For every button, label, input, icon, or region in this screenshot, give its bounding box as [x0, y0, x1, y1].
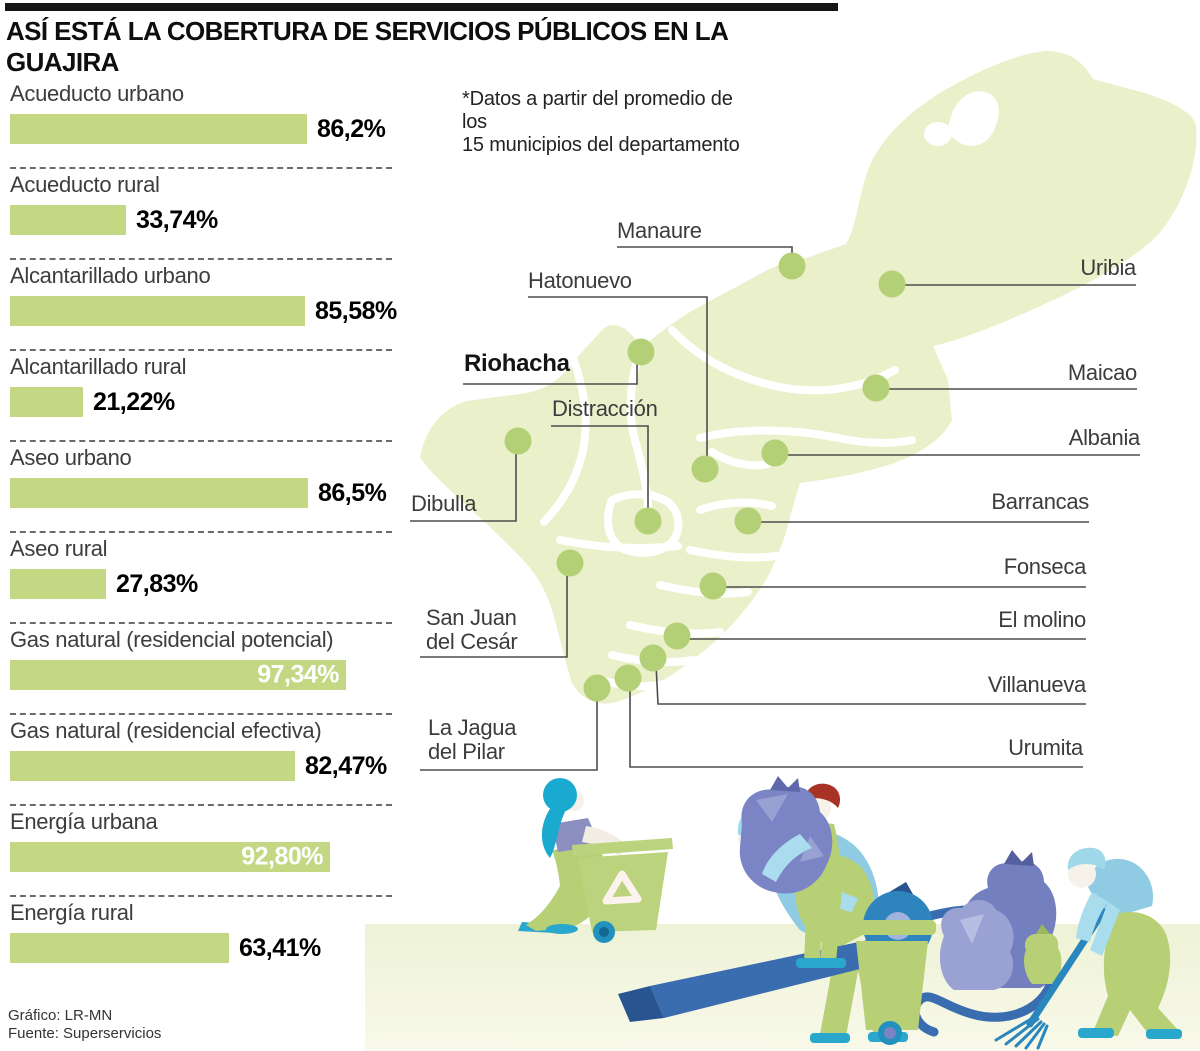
callout-line-villanueva — [655, 663, 1086, 705]
municipality-dot-villanueva — [639, 644, 667, 672]
chart-row-label: Energía rural — [10, 900, 134, 925]
bar-value: 92,80% — [241, 842, 323, 871]
trash-bag-worker-icon — [739, 776, 846, 968]
municipality-dot-riohacha — [627, 338, 655, 366]
cleaning-illustration — [365, 776, 1200, 1051]
coverage-chart: Acueducto urbano 86,2% Acueducto rural 33,7… — [10, 78, 397, 988]
chart-row: Alcantarillado rural 21,22% — [10, 351, 392, 442]
bar-value: 21,22% — [93, 387, 175, 416]
note: *Datos a partir del promedio de los 15 m… — [462, 88, 740, 156]
bar: 92,80% — [10, 842, 330, 872]
footer-source: Fuente: Superservicios — [8, 1025, 162, 1042]
chart-row: Energía rural 63,41% — [10, 897, 392, 988]
municipality-dot-san-juan-del-cesar — [556, 549, 584, 577]
municipality-dot-manaure — [778, 252, 806, 280]
municipality-dot-urumita — [614, 664, 642, 692]
chart-row: Acueducto urbano 86,2% — [10, 78, 392, 169]
chart-row-label: Alcantarillado urbano — [10, 263, 211, 288]
bar — [10, 296, 305, 326]
chart-row: Energía urbana 92,80% — [10, 806, 392, 897]
municipality-dot-el-molino — [663, 622, 691, 650]
callout-line-distraccion — [551, 425, 649, 510]
wheeled-bin-icon — [848, 920, 936, 1045]
municipality-dot-maicao — [862, 374, 890, 402]
chart-row: Gas natural (residencial potencial) 97,34… — [10, 624, 392, 715]
municipality-dot-barrancas — [734, 507, 762, 535]
bar-value: 63,41% — [239, 933, 321, 962]
callout-line-riohacha — [463, 359, 638, 385]
chart-row-label: Aseo urbano — [10, 445, 132, 470]
bar — [10, 478, 308, 508]
bar-value: 86,2% — [317, 114, 386, 143]
callout-line-urumita — [629, 684, 1083, 768]
bar-value: 33,74% — [136, 205, 218, 234]
municipality-dot-distraccion — [634, 507, 662, 535]
bar — [10, 205, 126, 235]
chart-row: Gas natural (residencial efectiva) 82,47% — [10, 715, 392, 806]
bar — [10, 751, 295, 781]
bar — [10, 387, 83, 417]
page-title: ASÍ ESTÁ LA COBERTURA DE SERVICIOS PÚBLI… — [6, 16, 728, 77]
chart-row-label: Gas natural (residencial efectiva) — [10, 718, 322, 743]
chart-row-label: Energía urbana — [10, 809, 158, 834]
map-callouts — [410, 246, 1140, 771]
municipality-dot-dibulla — [504, 427, 532, 455]
chart-row-label: Acueducto urbano — [10, 81, 184, 106]
callout-line-hatonuevo — [528, 296, 708, 462]
raking-worker-icon — [994, 847, 1182, 1050]
title-bar — [5, 3, 838, 11]
bar-value: 86,5% — [318, 478, 387, 507]
trash-bags-icon — [939, 850, 1062, 990]
bar-value: 82,47% — [305, 751, 387, 780]
bar-value: 85,58% — [315, 296, 397, 325]
footer-credit: Gráfico: LR-MN — [8, 1007, 113, 1024]
bar: 97,34% — [10, 660, 346, 690]
recycle-icon — [602, 870, 642, 905]
municipality-dot-albania — [761, 439, 789, 467]
callout-line-manaure — [617, 246, 793, 257]
bar — [10, 569, 106, 599]
bar — [10, 933, 229, 963]
municipality-dot-hatonuevo — [691, 455, 719, 483]
bar-value: 27,83% — [116, 569, 198, 598]
lagoon-hole — [948, 91, 999, 147]
callout-line-dibulla — [410, 450, 517, 522]
chart-row-label: Aseo rural — [10, 536, 108, 561]
bar-value: 97,34% — [257, 660, 339, 689]
municipality-dot-fonseca — [699, 572, 727, 600]
municipality-dot-la-jagua-del-pilar — [583, 674, 611, 702]
footer: Gráfico: LR-MN Fuente: Superservicios — [8, 1007, 161, 1043]
chart-row-label: Alcantarillado rural — [10, 354, 187, 379]
callout-line-la-jagua-del-pilar — [420, 696, 598, 771]
chart-row: Aseo rural 27,83% — [10, 533, 392, 624]
callout-line-san-juan-del-cesar — [420, 573, 568, 658]
chart-row-label: Gas natural (residencial potencial) — [10, 627, 334, 652]
woman-recycle-bin-icon — [518, 778, 673, 943]
chart-row: Acueducto rural 33,74% — [10, 169, 392, 260]
chart-row-label: Acueducto rural — [10, 172, 160, 197]
chart-row: Alcantarillado urbano 85,58% — [10, 260, 397, 351]
municipality-dot-uribia — [878, 270, 906, 298]
bar — [10, 114, 307, 144]
chart-row: Aseo urbano 86,5% — [10, 442, 392, 533]
